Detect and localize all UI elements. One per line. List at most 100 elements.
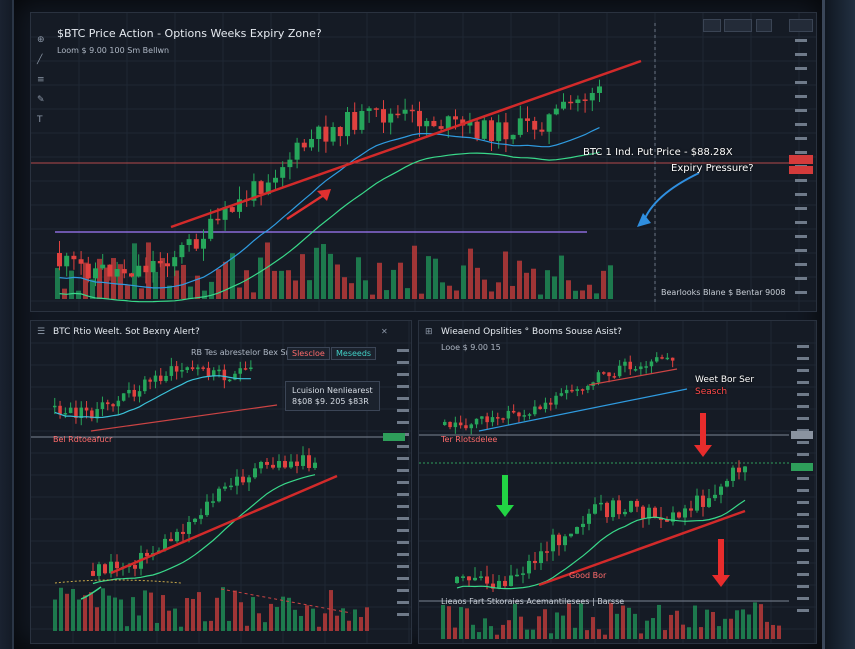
- toolbar-button-1[interactable]: [703, 19, 721, 32]
- main-volume-bar: [244, 270, 249, 299]
- right-volume-bar: [717, 626, 721, 639]
- main-volume-bar: [524, 272, 529, 299]
- left-volume-bar: [191, 598, 195, 631]
- left-top-candle: [174, 366, 179, 372]
- right-bottom-candle: [671, 512, 675, 522]
- right-top-candle: [485, 416, 489, 423]
- main-candle: [330, 127, 336, 142]
- left-volume-bar: [155, 622, 159, 631]
- axis-tick-label: [795, 193, 807, 196]
- left-chart-canvas[interactable]: [31, 321, 411, 643]
- main-candle: [114, 269, 120, 277]
- fib-tool-icon[interactable]: ≡: [37, 75, 45, 85]
- right-chart-panel[interactable]: ⊞ Wieaend Opslities ° Booms Souse Asist?…: [418, 320, 817, 644]
- main-chart-panel[interactable]: ⊕ ╱ ≡ ✎ T $BTC Price Action - Options We…: [30, 12, 817, 312]
- main-volume-bar: [594, 293, 599, 299]
- main-volume-bar: [202, 290, 207, 299]
- right-volume-bar: [699, 627, 703, 639]
- trendline-tool-icon[interactable]: ╱: [37, 55, 43, 65]
- axis-tick-label: [797, 441, 809, 444]
- main-candle: [165, 263, 170, 267]
- axis-tick-label: [795, 249, 807, 252]
- left-volume-bar: [197, 592, 201, 631]
- right-bottom-trend: [538, 509, 746, 587]
- right-bottom-candle: [641, 506, 645, 519]
- main-volume-bar: [146, 242, 151, 299]
- close-panel-icon[interactable]: ✕: [381, 327, 388, 336]
- right-volume-bar: [471, 624, 475, 639]
- current-price-tag-2: [789, 166, 813, 174]
- right-bottom-candle: [737, 467, 741, 473]
- left-volume-bar: [137, 615, 141, 631]
- right-bottom-candle: [527, 560, 531, 574]
- right-bottom-candle: [689, 508, 693, 511]
- main-volume-bar: [132, 243, 137, 299]
- main-volume-bar: [461, 265, 466, 299]
- left-dashed-trend: [220, 588, 352, 614]
- chart-menu-icon[interactable]: ⊞: [425, 327, 433, 337]
- main-candle: [395, 113, 401, 116]
- right-top-candle: [517, 412, 521, 417]
- main-candle: [525, 118, 530, 121]
- right-bottom-candle: [653, 507, 657, 518]
- main-up-arrow: [286, 191, 328, 221]
- left-chart-panel[interactable]: ☰ BTC Rtio Weelt. Sot Bexny Alert? RB Te…: [30, 320, 412, 644]
- right-bottom-candle: [629, 500, 633, 512]
- right-top-candle: [469, 424, 473, 429]
- right-volume-bar: [507, 620, 511, 639]
- left-top-candle: [238, 368, 242, 374]
- axis-tick-label: [397, 409, 409, 412]
- left-volume-bar: [323, 613, 327, 631]
- main-candle: [424, 120, 430, 127]
- main-volume-bar: [174, 270, 179, 299]
- right-volume-bar: [633, 613, 637, 639]
- right-volume-bar: [741, 609, 745, 639]
- current-price-tag: [789, 155, 813, 164]
- left-top-candle: [206, 367, 211, 377]
- chart-menu-icon[interactable]: ☰: [37, 327, 46, 337]
- left-volume-bar: [245, 625, 249, 631]
- text-tool-icon[interactable]: T: [37, 115, 43, 125]
- axis-tick-label: [797, 393, 809, 396]
- main-chart-subtitle: Loom $ 9.00 100 Sm Bellwn: [57, 46, 170, 55]
- toolbar-button-4[interactable]: [789, 19, 813, 32]
- right-bottom-candle: [479, 576, 483, 578]
- right-chart-canvas[interactable]: [419, 321, 816, 643]
- left-top-candle: [63, 413, 68, 415]
- brush-tool-icon[interactable]: ✎: [37, 95, 45, 105]
- right-volume-bar: [657, 604, 661, 639]
- right-top-candle: [602, 372, 606, 374]
- left-bottom-candle: [175, 531, 179, 542]
- main-volume-bar: [587, 284, 592, 299]
- main-volume-bar: [510, 285, 515, 299]
- left-top-candle: [53, 405, 57, 408]
- main-volume-bar: [433, 258, 438, 299]
- left-volume-bar: [203, 621, 207, 631]
- main-volume-bar: [545, 270, 550, 299]
- main-volume-bar: [349, 283, 354, 299]
- left-volume-bar: [71, 588, 75, 631]
- main-ma-green: [59, 151, 600, 303]
- left-bottom-candle: [313, 462, 317, 468]
- left-volume-bar: [281, 596, 285, 631]
- left-bottom-candle: [259, 461, 263, 469]
- green-buy-arrow-head: [496, 505, 514, 517]
- right-volume-bar: [591, 617, 595, 639]
- right-volume-bar: [477, 632, 481, 639]
- main-candle: [373, 108, 379, 110]
- left-top-candle: [180, 370, 184, 372]
- axis-tick-label: [797, 609, 809, 612]
- main-candle: [568, 101, 574, 104]
- crosshair-icon[interactable]: ⊕: [37, 35, 45, 45]
- main-volume-label: Bearlooks Blane $ Bentar 9008: [661, 288, 786, 297]
- axis-tick-label: [397, 373, 409, 376]
- main-volume-bar: [440, 282, 445, 299]
- left-top-candle: [196, 367, 200, 370]
- toolbar-button-2[interactable]: [724, 19, 752, 32]
- axis-tick-label: [797, 513, 809, 516]
- left-ticker-badge[interactable]: Slescloe: [287, 347, 330, 360]
- axis-tick-label: [397, 577, 409, 580]
- left-ticker-badge-2[interactable]: Meseeds: [331, 347, 377, 360]
- main-chart-canvas[interactable]: [31, 13, 816, 311]
- toolbar-button-3[interactable]: [756, 19, 772, 32]
